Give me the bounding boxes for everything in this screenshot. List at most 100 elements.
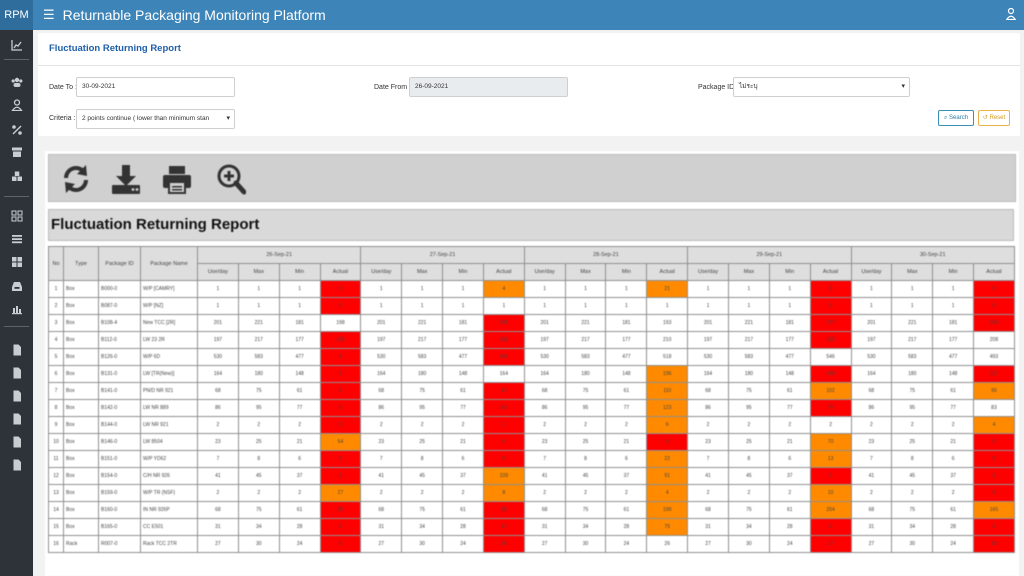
table-row: 15 Box B165-0 CC E501 31 34 28 0 31 34 28 17 31 34 28 7… (48, 518, 1015, 536)
row-no: 16 (48, 535, 64, 553)
chart-icon[interactable] (11, 303, 23, 315)
table-row: 13 Box B159-0 W/P TR (NSF) 2 2 2 27 2 2 2 8 2 2 2 4 2 2 2 1… (48, 484, 1015, 502)
refresh-icon[interactable] (61, 163, 91, 195)
user-icon[interactable] (1006, 8, 1016, 20)
value-cell: 201 (687, 314, 729, 332)
value-cell: 77 (278, 399, 321, 417)
actual-cell: 0 (319, 416, 362, 434)
value-cell: 23 (850, 433, 893, 451)
actual-cell: 0 (973, 518, 1015, 536)
value-cell: 164 (523, 365, 566, 383)
zoom-in-icon[interactable] (216, 163, 246, 195)
actual-cell: 83 (973, 399, 1015, 417)
row-package-id: B000-0 (98, 280, 141, 298)
users-icon[interactable] (11, 76, 23, 88)
value-cell: 2 (237, 416, 280, 434)
value-cell: 530 (197, 348, 239, 366)
row-package-name: W/P [NZ] (140, 297, 198, 315)
row-type: Box (63, 365, 99, 383)
value-cell: 2 (360, 416, 403, 434)
grid-icon[interactable] (11, 210, 23, 222)
value-cell: 201 (523, 314, 566, 332)
file-icon[interactable] (11, 344, 23, 356)
value-cell: 2 (891, 416, 934, 434)
actual-cell: 19 (973, 535, 1015, 553)
reset-button[interactable]: ↺ Reset (978, 110, 1010, 126)
value-cell: 583 (237, 348, 280, 366)
package-id-select[interactable]: ไม่ระบุ (733, 77, 910, 97)
sub-header: Actual (482, 263, 525, 281)
dashboard-icon[interactable] (11, 39, 23, 51)
value-cell: 148 (442, 365, 484, 383)
value-cell: 75 (891, 501, 934, 519)
value-cell: 23 (687, 433, 729, 451)
value-cell: 61 (768, 382, 811, 400)
date-to-label: Date To : (49, 84, 77, 91)
row-package-name: W/P [CAMRY] (140, 280, 198, 298)
hamburger-icon[interactable]: ☰ (43, 7, 55, 22)
value-cell: 86 (197, 399, 239, 417)
value-cell: 34 (401, 518, 444, 536)
value-cell: 164 (360, 365, 403, 383)
actual-cell: 0 (973, 280, 1015, 298)
actual-cell: 16 (482, 535, 525, 553)
sub-header: Actual (809, 263, 852, 281)
value-cell: 1 (278, 280, 321, 298)
value-cell: 201 (850, 314, 893, 332)
value-cell: 1 (278, 297, 321, 315)
file-icon[interactable] (11, 459, 23, 471)
file-icon[interactable] (11, 367, 23, 379)
percent-icon[interactable] (11, 124, 23, 136)
row-package-id: B165-0 (98, 518, 141, 536)
value-cell: 148 (768, 365, 811, 383)
value-cell: 86 (850, 399, 893, 417)
table-row: 16 Rack R007-0 Rack TCC 2TR 27 30 24 0 27 30 24 16 2… (48, 535, 1015, 553)
value-cell: 583 (891, 348, 934, 366)
actual-cell: 21 (646, 280, 689, 298)
boxes-icon[interactable] (11, 170, 23, 182)
sub-header: Max (564, 263, 607, 281)
inbox-icon[interactable] (11, 280, 23, 292)
tiles-icon[interactable] (11, 256, 23, 268)
file-icon[interactable] (11, 390, 23, 402)
criteria-value: 2 points continue ( lower than minimum s… (82, 115, 210, 122)
actual-cell: 0 (319, 535, 362, 553)
actual-cell: 208 (973, 331, 1015, 349)
value-cell: 68 (360, 501, 403, 519)
value-cell: 30 (401, 535, 444, 553)
brand-logo[interactable]: RPM (0, 0, 33, 30)
date-from-input: 26-09-2021 (409, 77, 568, 97)
row-package-name: CC E501 (140, 518, 198, 536)
value-cell: 1 (197, 280, 239, 298)
value-cell: 6 (278, 450, 321, 468)
download-icon[interactable] (111, 163, 141, 195)
value-cell: 28 (442, 518, 484, 536)
actual-cell: 28 (482, 501, 525, 519)
actual-cell: 0 (973, 297, 1015, 315)
date-to-input[interactable]: 30-09-2021 (76, 77, 235, 97)
actual-cell: 0 (973, 450, 1015, 468)
value-cell: 86 (360, 399, 403, 417)
file-icon[interactable] (11, 413, 23, 425)
list-icon[interactable] (11, 233, 23, 245)
value-cell: 68 (197, 501, 239, 519)
row-type: Box (63, 297, 99, 315)
actual-cell: 70 (809, 433, 852, 451)
sub-header: Use/day (360, 263, 403, 281)
value-cell: 6 (932, 450, 975, 468)
value-cell: 1 (727, 297, 770, 315)
print-icon[interactable] (162, 163, 192, 195)
file-icon[interactable] (11, 436, 23, 448)
user-icon[interactable] (11, 99, 23, 111)
value-cell: 1 (523, 297, 566, 315)
search-button[interactable]: ⌕ Search (938, 110, 974, 126)
value-cell: 30 (237, 535, 280, 553)
value-cell: 1 (360, 280, 403, 298)
actual-cell: 27 (319, 484, 362, 502)
sub-header: Min (278, 263, 321, 281)
value-cell: 25 (891, 433, 934, 451)
criteria-label: Criteria : (49, 115, 76, 122)
criteria-select[interactable]: 2 points continue ( lower than minimum s… (76, 109, 235, 129)
actual-cell: 0 (973, 433, 1015, 451)
archive-icon[interactable] (11, 146, 23, 158)
